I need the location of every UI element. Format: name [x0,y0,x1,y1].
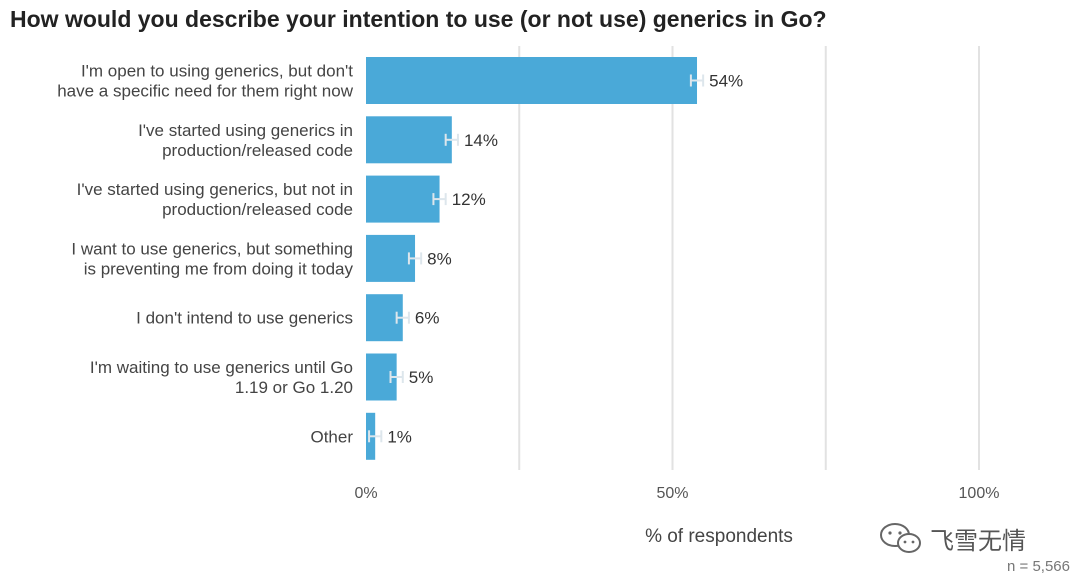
error-bar [689,74,705,87]
bar [366,116,452,164]
chart-title: How would you describe your intention to… [10,6,827,32]
category-label: I'm waiting to use generics until Go [90,358,353,377]
category-label: 1.19 or Go 1.20 [235,378,353,397]
sample-size-label: n = 5,566 [1007,558,1070,575]
error-bar [395,311,410,324]
value-label: 54% [709,72,743,91]
bar [366,175,440,223]
value-label: 8% [427,249,452,268]
error-bar [432,193,447,206]
x-tick-label: 100% [959,485,1000,502]
bar [366,57,698,104]
error-bar [444,133,459,146]
x-axis-label: % of respondents [645,526,793,547]
value-label: 12% [452,190,486,209]
bars: 54% 14% 12% 8% 6% 5% 1% [366,57,743,460]
category-label: I've started using generics, but not in [77,180,353,199]
x-tick-label: 50% [656,485,688,502]
error-bar [407,252,423,265]
watermark-text: 飞雪无情 [930,527,1026,555]
bar [366,234,416,282]
value-label: 14% [464,131,498,150]
error-bar [389,371,404,383]
category-label: have a specific need for them right now [57,82,353,101]
value-label: 5% [409,368,434,387]
category-label: is preventing me from doing it today [84,259,354,278]
x-axis-ticks: 0% 50% 100% [354,485,999,502]
wechat-icon [880,523,921,553]
category-label: Other [310,427,353,446]
category-label: production/released code [162,200,353,219]
category-label: I'm open to using generics, but don't [81,62,353,81]
category-label: I don't intend to use generics [136,309,353,328]
error-bar [368,430,383,443]
category-label: production/released code [162,141,353,160]
category-label: I've started using generics in [138,121,353,140]
value-label: 1% [387,427,412,446]
watermark: 飞雪无情 [878,520,1026,556]
category-label: I want to use generics, but something [71,239,353,258]
gridlines [518,46,980,470]
x-tick-label: 0% [354,485,377,502]
category-labels: I'm open to using generics, but don'thav… [57,62,353,447]
value-label: 6% [415,309,440,328]
